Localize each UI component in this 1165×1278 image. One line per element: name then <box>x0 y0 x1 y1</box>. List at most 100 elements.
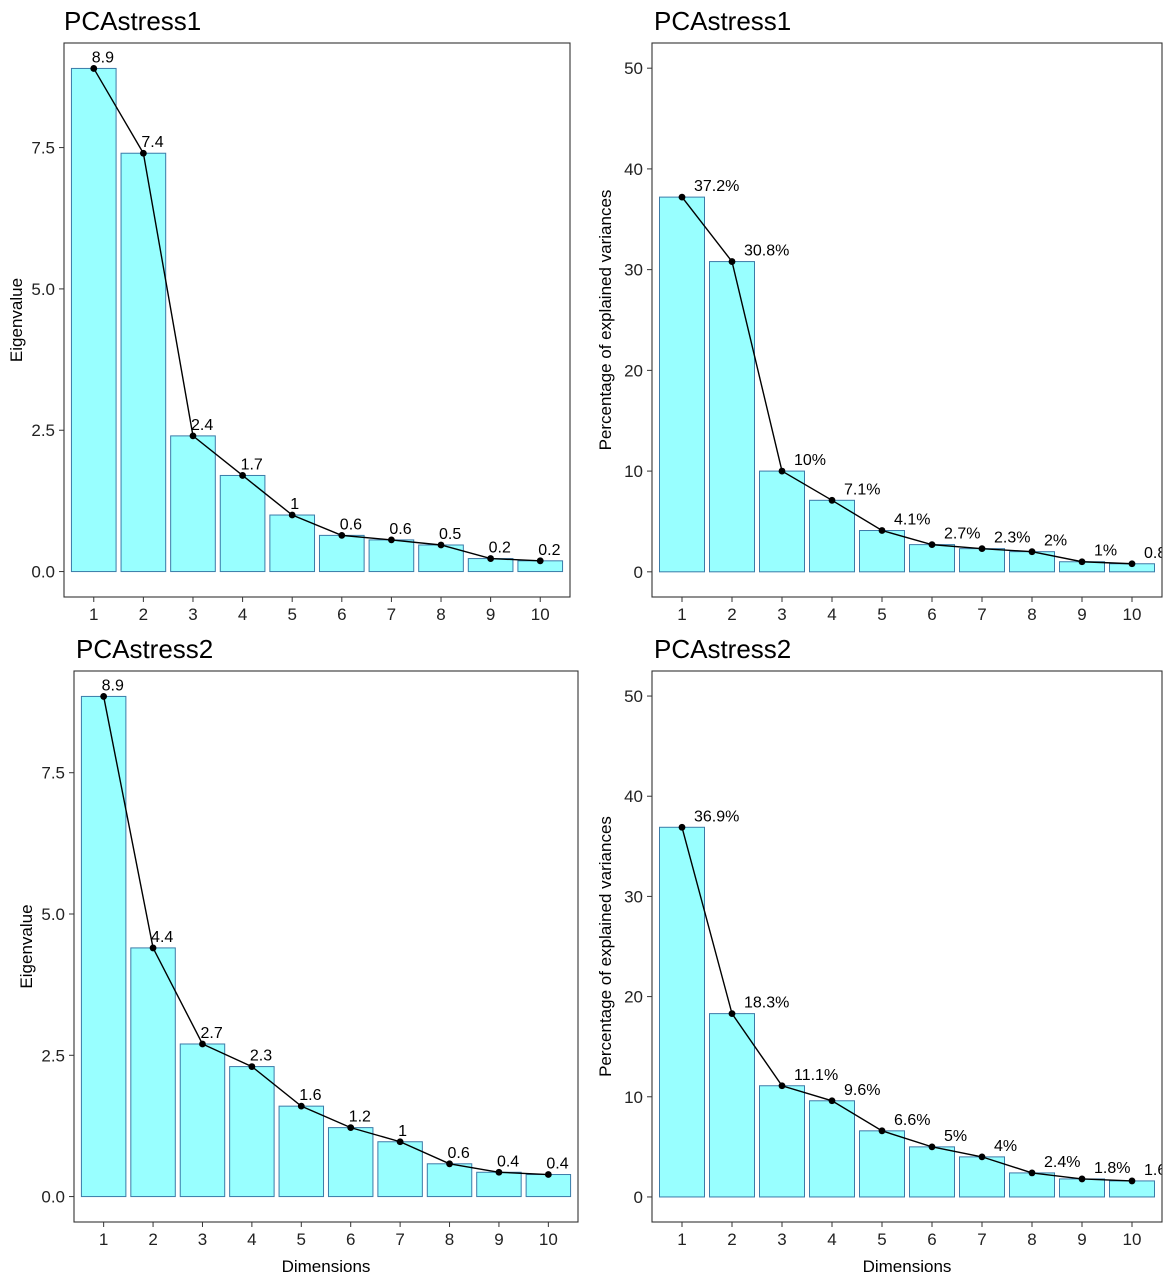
y-tick-label: 7.5 <box>31 139 55 158</box>
point-5 <box>878 1127 886 1135</box>
x-tick-label: 1 <box>677 1230 686 1249</box>
plot-panel <box>73 670 579 1223</box>
x-tick-label: 4 <box>827 1230 836 1249</box>
data-label: 2% <box>1044 533 1067 550</box>
point-9 <box>1078 558 1086 566</box>
data-label: 11.1% <box>794 1067 838 1084</box>
x-tick-label: 3 <box>198 1230 207 1249</box>
data-label: 8.9 <box>92 49 114 66</box>
point-1 <box>678 823 686 831</box>
point-8 <box>1028 1169 1036 1177</box>
bar-4 <box>219 474 266 573</box>
y-tick-label: 2.5 <box>41 1046 65 1065</box>
chart-title: PCAstress2 <box>654 634 791 664</box>
data-label: 1.6% <box>1144 1162 1165 1179</box>
y-tick-label: 5.0 <box>41 905 65 924</box>
bar-1 <box>70 67 117 573</box>
point-3 <box>189 432 197 440</box>
data-label: 0.2 <box>538 542 560 559</box>
point-3 <box>778 467 786 475</box>
y-axis-label: Eigenvalue <box>7 278 26 362</box>
point-7 <box>396 1138 404 1146</box>
data-label: 6.6% <box>894 1112 930 1129</box>
x-tick-label: 7 <box>977 1230 986 1249</box>
x-tick-label: 5 <box>877 1230 886 1249</box>
x-tick-label: 8 <box>445 1230 454 1249</box>
data-label: 7.1% <box>844 481 880 498</box>
point-9 <box>1078 1175 1086 1183</box>
x-tick-label: 6 <box>346 1230 355 1249</box>
data-label: 30.8% <box>744 243 789 260</box>
x-tick-label: 3 <box>188 605 197 624</box>
x-tick-label: 10 <box>1123 1230 1142 1249</box>
bar-6 <box>909 1146 955 1198</box>
x-axis-label: Dimensions <box>863 1257 952 1276</box>
data-label: 2.3% <box>994 530 1030 547</box>
point-8 <box>446 1160 453 1168</box>
trend-line <box>681 827 1133 1182</box>
point-7 <box>388 536 395 544</box>
point-5 <box>878 527 886 534</box>
y-tick-label: 0.0 <box>31 563 55 582</box>
data-label: 1.8% <box>1094 1160 1130 1177</box>
y-tick-label: 40 <box>624 160 643 179</box>
point-2 <box>728 258 736 265</box>
plot-panel <box>63 42 571 598</box>
x-tick-label: 9 <box>494 1230 503 1249</box>
data-label: 1 <box>290 496 299 513</box>
x-tick-label: 3 <box>777 605 786 624</box>
point-4 <box>239 472 246 479</box>
point-3 <box>778 1082 786 1090</box>
x-axis-label: Dimensions <box>282 1257 371 1276</box>
data-label: 1.6 <box>299 1087 321 1104</box>
bar-5 <box>859 530 905 573</box>
bar-3 <box>759 1085 805 1198</box>
point-9 <box>487 555 495 562</box>
x-tick-label: 9 <box>1077 605 1086 624</box>
point-5 <box>297 1102 305 1110</box>
point-6 <box>338 531 346 539</box>
x-tick-label: 2 <box>148 1230 157 1249</box>
data-label: 4.1% <box>894 512 930 529</box>
y-tick-label: 40 <box>624 787 643 806</box>
y-axis-label: Eigenvalue <box>17 904 36 988</box>
x-tick-label: 3 <box>777 1230 786 1249</box>
data-label: 0.5 <box>439 526 461 543</box>
data-label: 8.9 <box>102 677 124 694</box>
y-tick-label: 10 <box>624 1088 643 1107</box>
x-tick-label: 8 <box>436 605 445 624</box>
data-label: 10% <box>794 452 826 469</box>
chart-title: PCAstress1 <box>64 6 201 36</box>
bar-9 <box>476 1171 522 1198</box>
point-1 <box>100 693 108 700</box>
data-label: 36.9% <box>694 808 739 825</box>
point-7 <box>978 1153 986 1161</box>
x-tick-label: 1 <box>677 605 686 624</box>
point-10 <box>536 557 544 565</box>
y-axis-label: Percentage of explained variances <box>596 190 615 451</box>
data-label: 4% <box>994 1138 1017 1155</box>
data-label: 1.7 <box>241 456 263 473</box>
data-label: 0.6 <box>389 521 411 538</box>
y-tick-label: 10 <box>624 462 643 481</box>
x-tick-label: 8 <box>1027 605 1036 624</box>
point-1 <box>90 65 98 72</box>
point-3 <box>199 1040 206 1048</box>
point-10 <box>1128 1177 1136 1185</box>
trend-line <box>681 196 1133 565</box>
y-tick-label: 30 <box>624 261 643 280</box>
bar-3 <box>179 1043 226 1198</box>
data-label: 18.3% <box>744 995 789 1012</box>
data-label: 9.6% <box>844 1082 880 1099</box>
chart-panel-1: PCAstress1 8.9 7.4 2.4 1.7 1 0.6 0.6 0.5 0.2 0.2 0.… <box>7 6 571 624</box>
point-2 <box>149 944 157 952</box>
point-10 <box>544 1171 552 1178</box>
data-label: 0.8% <box>1144 545 1165 562</box>
data-label: 0.4 <box>546 1156 568 1173</box>
data-label: 2.3 <box>250 1048 272 1065</box>
bars <box>659 196 1155 573</box>
point-4 <box>248 1063 256 1070</box>
x-tick-label: 10 <box>1123 605 1142 624</box>
